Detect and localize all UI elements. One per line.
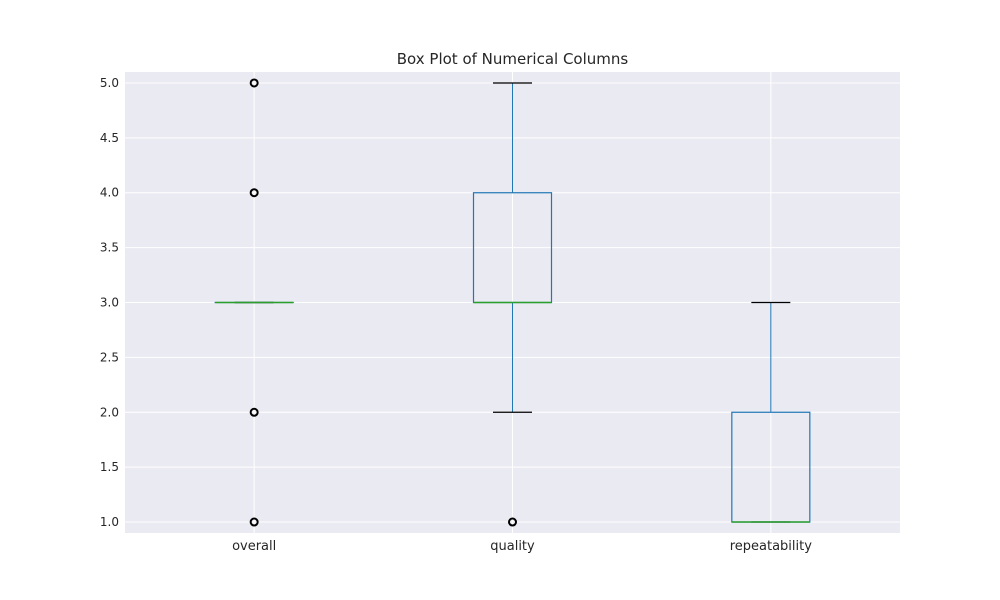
y-tick-label: 1.5 xyxy=(100,460,119,474)
box-overall xyxy=(214,78,294,527)
y-tick-label: 1.0 xyxy=(100,515,119,529)
boxes xyxy=(214,78,811,527)
y-tick-label: 5.0 xyxy=(100,76,119,90)
outlier-point xyxy=(508,517,517,527)
box-repeatability xyxy=(731,301,811,523)
outlier-point xyxy=(249,188,259,198)
chart-title: Box Plot of Numerical Columns xyxy=(397,50,629,68)
y-tick-label: 2.0 xyxy=(100,405,119,419)
y-tick-label: 3.0 xyxy=(100,296,119,310)
y-tick-label: 3.5 xyxy=(100,241,119,255)
x-category-label: repeatability xyxy=(730,539,813,554)
y-tick-label: 2.5 xyxy=(100,350,119,364)
x-category-label: quality xyxy=(490,539,535,554)
outlier-point xyxy=(249,407,259,417)
x-category-label: overall xyxy=(232,539,276,554)
y-tick-label: 4.0 xyxy=(100,186,119,200)
outlier-point xyxy=(249,517,259,527)
y-tick-label: 4.5 xyxy=(100,131,119,145)
outlier-point xyxy=(249,78,259,88)
box-quality xyxy=(472,82,553,527)
x-axis-categories: overall quality repeatability xyxy=(232,539,812,554)
y-axis-ticks: 1.0 1.5 2.0 2.5 3.0 3.5 4.0 4.5 5.0 xyxy=(100,76,119,529)
